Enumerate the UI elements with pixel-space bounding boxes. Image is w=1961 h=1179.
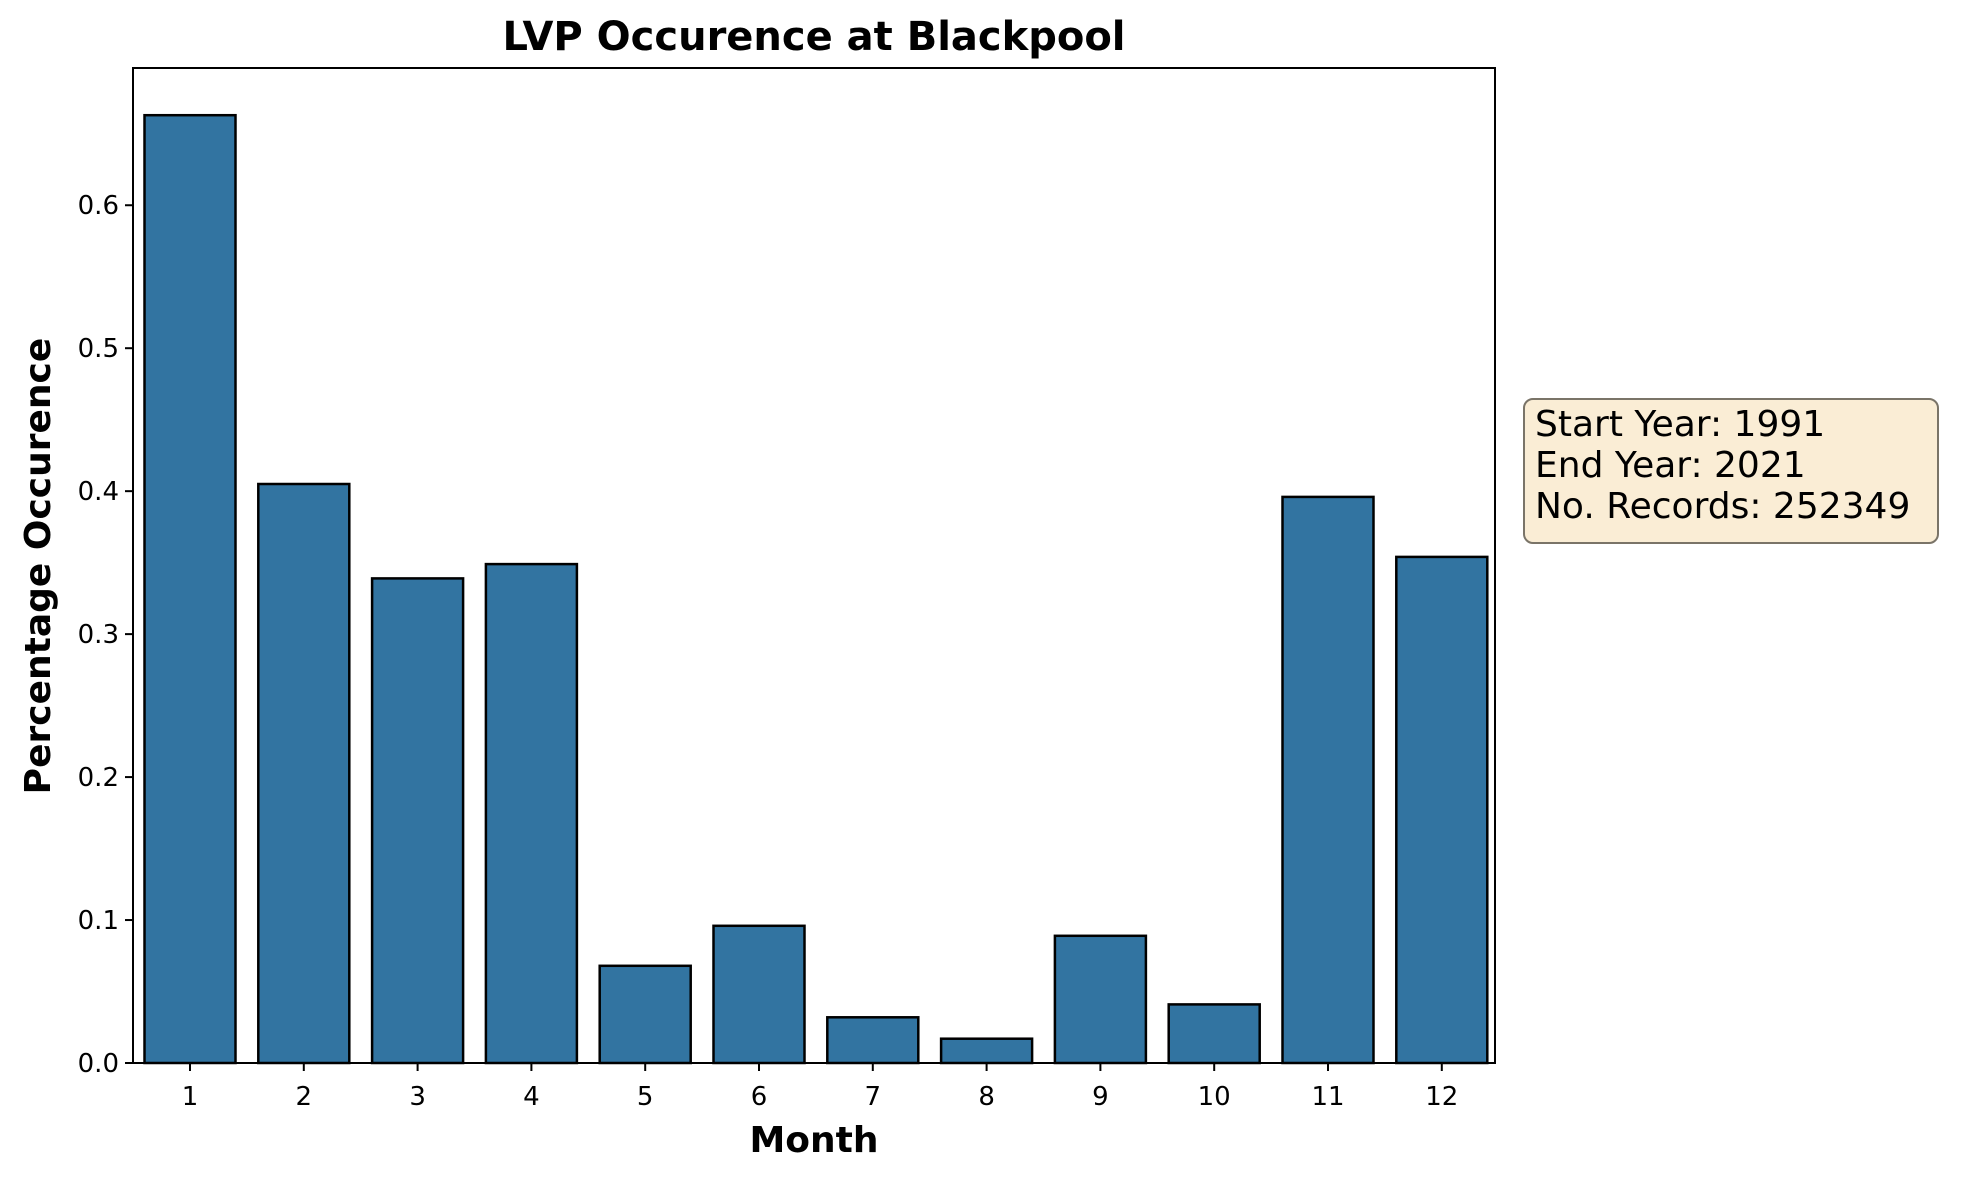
info-end-year: End Year: 2021 bbox=[1535, 445, 1806, 486]
y-axis-label: Percentage Occurence bbox=[18, 338, 59, 795]
info-box: Start Year: 1991 End Year: 2021 No. Reco… bbox=[1523, 398, 1939, 544]
x-tick-label: 4 bbox=[523, 1082, 540, 1112]
bar-month-3 bbox=[370, 577, 465, 1065]
chart-title: LVP Occurence at Blackpool bbox=[502, 14, 1125, 60]
y-tick-label: 0.4 bbox=[78, 477, 119, 507]
bar-month-1 bbox=[143, 113, 237, 1065]
bar-month-10 bbox=[1167, 1003, 1261, 1065]
bar-month-9 bbox=[1053, 934, 1148, 1065]
bar-month-6 bbox=[712, 924, 806, 1065]
bar-month-11 bbox=[1281, 495, 1375, 1065]
ticks-group: 1 2 3 4 5 6 7 8 9 10 11 120.00.10.20.30.40.50.6 bbox=[78, 191, 1459, 1112]
y-tick-label: 0.1 bbox=[78, 906, 119, 936]
bar-month-12 bbox=[1395, 555, 1489, 1065]
x-tick-label: 5 bbox=[637, 1082, 654, 1112]
x-axis-label: Month bbox=[749, 1120, 878, 1161]
x-tick-label: 12 bbox=[1425, 1082, 1458, 1112]
x-tick-label: 1 bbox=[182, 1082, 199, 1112]
x-tick-label: 10 bbox=[1198, 1082, 1231, 1112]
x-tick-label: 2 bbox=[296, 1082, 313, 1112]
info-start-year: Start Year: 1991 bbox=[1535, 404, 1826, 445]
y-tick-label: 0.0 bbox=[78, 1049, 119, 1079]
bar-month-7 bbox=[826, 1016, 920, 1065]
x-tick-label: 11 bbox=[1311, 1082, 1344, 1112]
x-tick-label: 3 bbox=[409, 1082, 426, 1112]
bar-month-4 bbox=[484, 562, 579, 1065]
y-tick-label: 0.6 bbox=[78, 191, 119, 221]
y-tick-label: 0.2 bbox=[78, 763, 119, 793]
x-tick-label: 9 bbox=[1092, 1082, 1109, 1112]
info-record-count: No. Records: 252349 bbox=[1535, 486, 1911, 527]
bars-group bbox=[143, 113, 1489, 1065]
bar-month-5 bbox=[598, 964, 692, 1065]
bar-month-8 bbox=[939, 1037, 1034, 1065]
plot-frame bbox=[132, 67, 1496, 1064]
x-tick-label: 7 bbox=[865, 1082, 882, 1112]
x-tick-label: 6 bbox=[751, 1082, 768, 1112]
x-tick-label: 8 bbox=[978, 1082, 995, 1112]
y-tick-label: 0.5 bbox=[78, 334, 119, 364]
bar-month-2 bbox=[257, 482, 351, 1065]
y-tick-label: 0.3 bbox=[78, 620, 119, 650]
